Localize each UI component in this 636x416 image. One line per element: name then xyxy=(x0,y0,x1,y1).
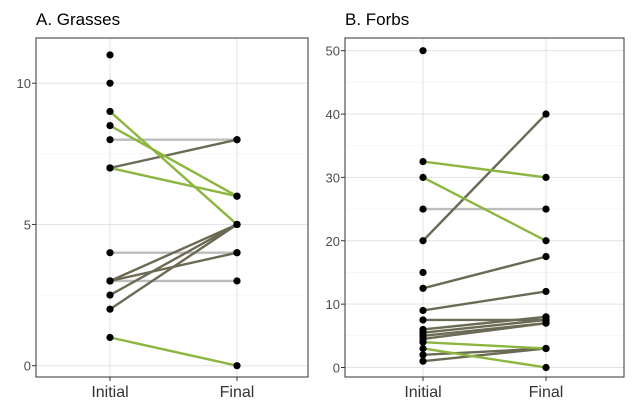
data-point xyxy=(106,249,114,257)
series-line-increase xyxy=(108,223,239,311)
series-line-increase xyxy=(421,112,548,242)
series-line-increase xyxy=(421,315,548,331)
data-point xyxy=(419,173,427,182)
y-tick-label: 0 xyxy=(24,359,31,374)
data-point xyxy=(106,291,114,299)
y-tick-label: 10 xyxy=(326,297,340,312)
data-point xyxy=(419,344,427,353)
panel-b-title: B. Forbs xyxy=(345,10,410,29)
series-line-increase xyxy=(108,138,239,170)
series-line-decrease xyxy=(108,166,239,198)
series-line-decrease xyxy=(108,110,239,226)
data-point xyxy=(106,305,114,313)
series-line-decrease xyxy=(421,176,548,242)
data-point xyxy=(542,287,550,296)
series-line-decrease xyxy=(108,124,239,198)
data-point xyxy=(419,284,427,292)
series-line-increase xyxy=(421,255,548,290)
data-point xyxy=(106,107,114,116)
series-line-increase xyxy=(108,223,239,283)
x-tick-label: Final xyxy=(220,384,255,401)
data-point xyxy=(542,237,550,245)
y-tick-label: 40 xyxy=(326,107,340,122)
data-point xyxy=(233,249,241,257)
y-tick-label: 30 xyxy=(326,170,340,185)
series-line-decrease xyxy=(108,336,239,367)
data-point xyxy=(106,136,114,144)
series-line-increase xyxy=(421,318,548,334)
data-point xyxy=(542,344,550,353)
series-line-decrease xyxy=(421,340,548,350)
data-point xyxy=(233,192,241,200)
data-point xyxy=(419,47,427,55)
data-point xyxy=(419,268,427,277)
data-point xyxy=(419,316,427,324)
x-tick-label: Initial xyxy=(91,384,128,401)
series-line-increase xyxy=(108,223,239,297)
y-tick-label: 0 xyxy=(333,360,340,375)
data-point xyxy=(419,338,427,346)
data-point xyxy=(106,277,114,285)
data-point xyxy=(419,306,427,315)
data-point xyxy=(106,333,114,342)
data-point xyxy=(542,363,550,372)
data-point xyxy=(106,51,114,59)
data-point xyxy=(233,362,241,370)
panel-border xyxy=(35,37,309,378)
data-point xyxy=(542,205,550,213)
data-point xyxy=(542,173,550,182)
data-point xyxy=(106,121,114,130)
data-point xyxy=(419,237,427,245)
data-point xyxy=(419,357,427,365)
y-tick-label: 20 xyxy=(326,234,340,249)
data-point xyxy=(233,220,241,229)
x-tick-label: Final xyxy=(529,384,564,401)
data-point xyxy=(233,136,241,144)
panel-border xyxy=(344,37,625,378)
series-line-decrease xyxy=(421,160,548,179)
data-point xyxy=(542,253,550,261)
panel-a: 0 5 10 Initial Final xyxy=(17,37,309,401)
data-point xyxy=(419,351,427,359)
data-point xyxy=(106,79,114,87)
y-tick-label: 50 xyxy=(326,44,340,59)
x-tick-label: Initial xyxy=(404,384,441,401)
data-point xyxy=(542,319,550,327)
y-tick-label: 10 xyxy=(17,76,31,91)
series-line-increase xyxy=(421,321,548,341)
panel-a-title: A. Grasses xyxy=(36,10,121,29)
data-point xyxy=(419,205,427,213)
data-point xyxy=(233,277,241,285)
panel-b: 0 10 20 30 40 50 Initial Final xyxy=(326,37,625,401)
data-point xyxy=(106,164,114,172)
series-line-increase xyxy=(421,347,548,363)
data-point xyxy=(542,110,550,118)
data-point xyxy=(419,157,427,166)
series-line-increase xyxy=(421,290,548,312)
series-line-decrease xyxy=(421,347,548,369)
y-tick-label: 5 xyxy=(24,217,31,232)
